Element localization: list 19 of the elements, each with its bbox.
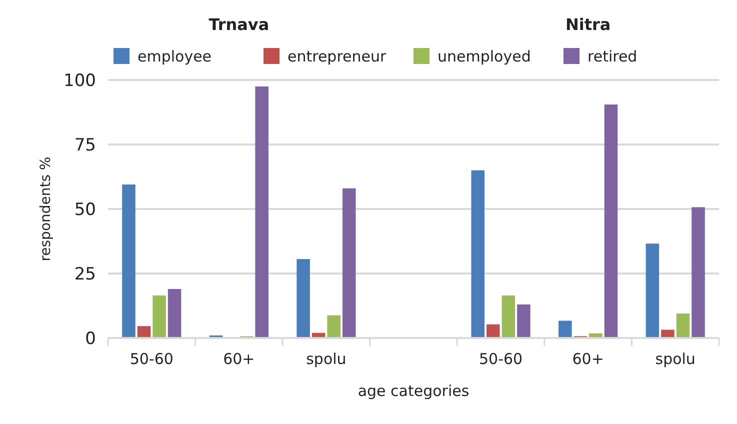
text: Nitra (565, 15, 611, 34)
x-axis-title: age categories (358, 382, 470, 400)
legend-label: retired (588, 47, 638, 66)
legend-label: entrepreneur (288, 47, 388, 66)
x-tick-label: spolu (306, 350, 346, 368)
text: Trnava (208, 15, 270, 34)
legend-label: unemployed (438, 47, 531, 66)
y-tick-label: 0 (85, 328, 96, 349)
x-tick-label: 50-60 (478, 350, 523, 368)
y-tick-label: 50 (74, 200, 96, 220)
x-tick-label: 60+ (572, 350, 604, 368)
x-tick-label: 50-60 (130, 350, 174, 368)
x-tick-label: 60+ (223, 350, 255, 368)
x-tick-label: spolu (655, 350, 696, 368)
y-tick-label: 75 (74, 135, 96, 156)
y-tick-label: 25 (74, 264, 96, 284)
y-axis-title: respondents % (38, 156, 54, 262)
y-tick-label: 100 (64, 70, 96, 91)
legend-label: employee (138, 47, 212, 66)
